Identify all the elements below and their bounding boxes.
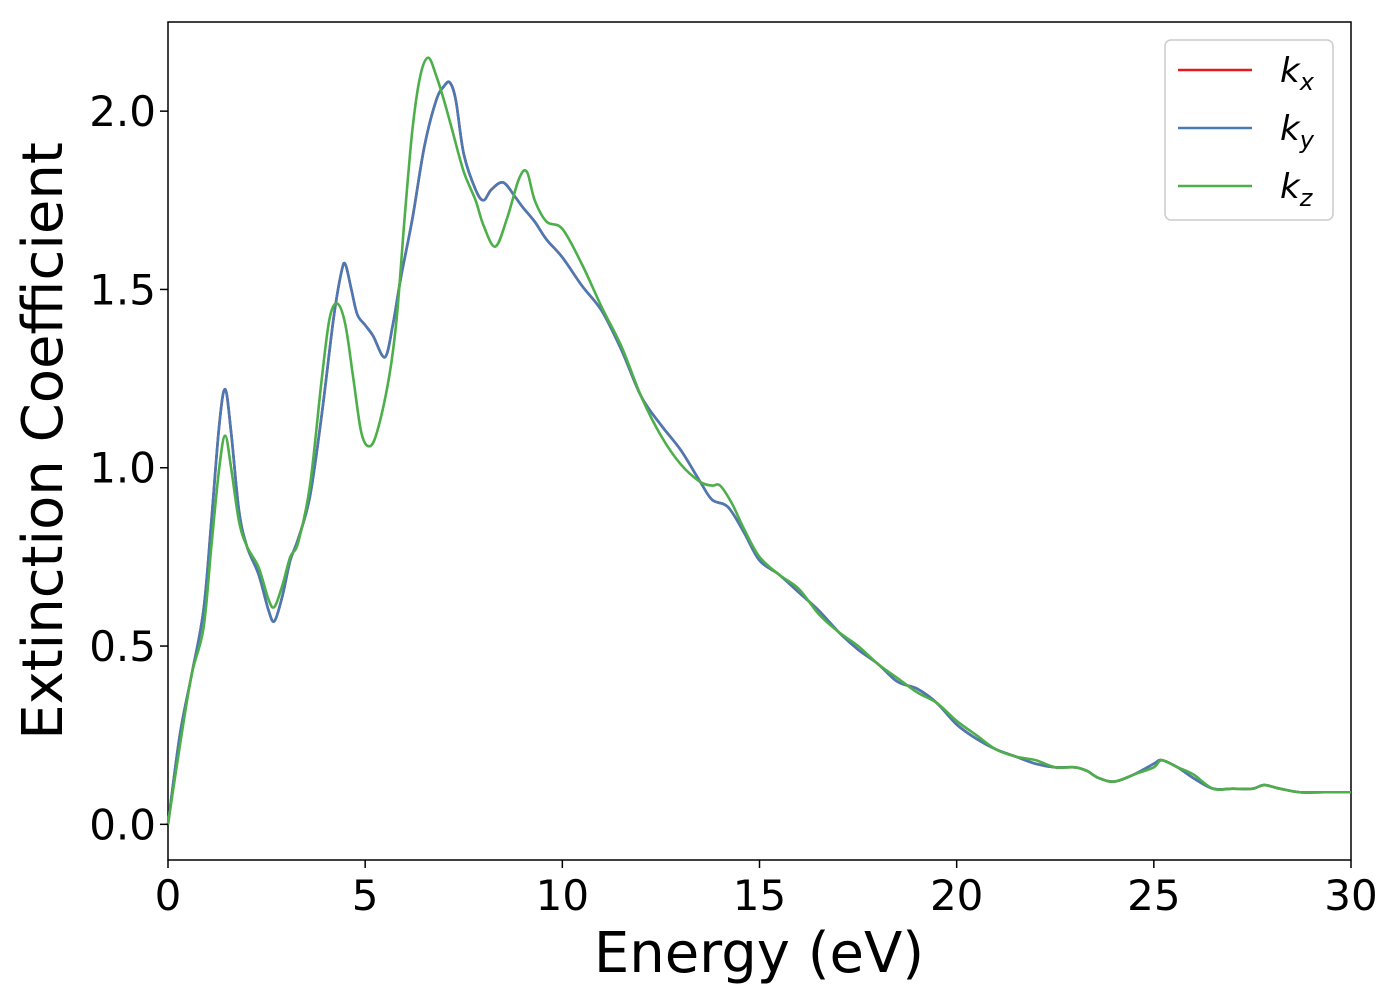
x-tick-label: 15 (733, 871, 786, 920)
y-tick-label: 1.5 (89, 265, 156, 314)
x-tick-label: 30 (1324, 871, 1377, 920)
legend-entries: kx ky kz (1178, 51, 1315, 212)
legend-label-kz: kz (1280, 167, 1314, 212)
x-tick-label: 10 (536, 871, 589, 920)
x-axis-ticks: 0 5 10 15 20 25 30 (155, 860, 1378, 920)
y-tick-label: 0.0 (89, 800, 156, 849)
legend-label-kx: kx (1280, 51, 1315, 96)
legend-label-ky: ky (1280, 109, 1315, 154)
x-axis-title: Energy (eV) (594, 921, 924, 986)
x-tick-label: 20 (930, 871, 983, 920)
y-tick-label: 0.5 (89, 622, 156, 671)
y-axis-ticks: 0.0 0.5 1.0 1.5 2.0 (89, 87, 168, 849)
x-tick-label: 25 (1127, 871, 1180, 920)
series-layer (166, 56, 1351, 825)
legend: kx ky kz (1164, 39, 1334, 221)
y-tick-label: 1.0 (89, 444, 156, 493)
legend-box (1164, 39, 1334, 221)
series-line-kz (166, 56, 1351, 825)
x-tick-label: 0 (155, 871, 182, 920)
x-tick-label: 5 (352, 871, 379, 920)
y-axis-title: Extinction Coefficient (11, 142, 76, 740)
y-tick-label: 2.0 (89, 87, 156, 136)
